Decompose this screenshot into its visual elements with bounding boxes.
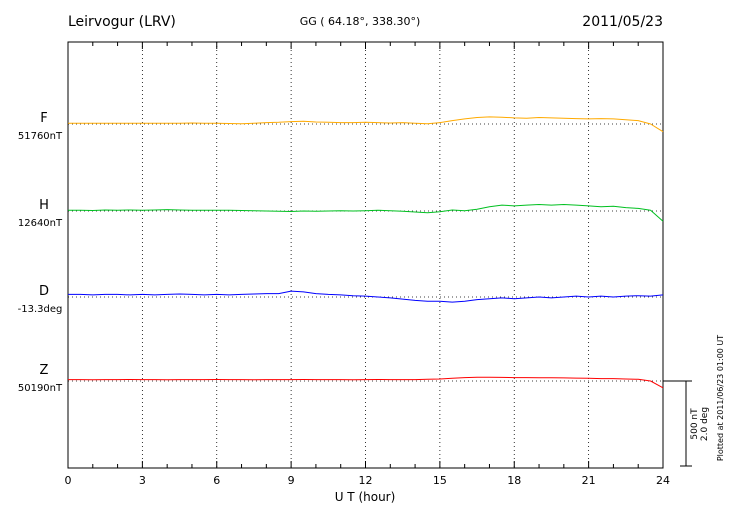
trace-Z bbox=[68, 376, 664, 389]
traces bbox=[67, 116, 664, 389]
x-axis-label: U T (hour) bbox=[335, 490, 396, 504]
x-tick-label: 6 bbox=[213, 474, 220, 487]
plotted-at-note: Plotted at 2011/06/23 01:00 UT bbox=[716, 335, 725, 461]
series-label-D: D bbox=[39, 284, 49, 299]
series-baseline-D: -13.3deg bbox=[18, 304, 63, 315]
x-tick-label: 9 bbox=[288, 474, 295, 487]
x-tick-label: 3 bbox=[139, 474, 146, 487]
x-tick-label: 0 bbox=[65, 474, 72, 487]
series-baseline-Z: 50190nT bbox=[18, 383, 63, 394]
axis-tick-labels: 0 3 6 9 12 15 18 21 24 bbox=[65, 474, 671, 487]
series-baseline-F: 51760nT bbox=[18, 131, 63, 142]
gg-coordinates: GG ( 64.18°, 338.30°) bbox=[300, 15, 421, 28]
x-tick-label: 12 bbox=[359, 474, 373, 487]
axis-ticks bbox=[67, 42, 664, 468]
series-label-Z: Z bbox=[40, 363, 49, 378]
plot-date: 2011/05/23 bbox=[582, 14, 663, 30]
series-label-F: F bbox=[40, 111, 47, 126]
trace-F bbox=[68, 116, 664, 133]
series-labels: F 51760nT H 12640nT D -13.3deg Z 50190nT bbox=[18, 111, 63, 394]
scale-bar: 500 nT 2.0 deg bbox=[663, 380, 710, 467]
x-tick-label: 18 bbox=[507, 474, 521, 487]
x-tick-label: 24 bbox=[656, 474, 670, 487]
series-label-H: H bbox=[39, 198, 49, 213]
scalebar-deg-label: 2.0 deg bbox=[700, 407, 710, 441]
trace-H bbox=[67, 204, 664, 222]
gridlines bbox=[141, 42, 590, 468]
x-tick-label: 21 bbox=[582, 474, 596, 487]
x-tick-label: 15 bbox=[433, 474, 447, 487]
scalebar-nt-label: 500 nT bbox=[690, 408, 700, 440]
series-baseline-H: 12640nT bbox=[18, 218, 63, 229]
station-title: Leirvogur (LRV) bbox=[68, 14, 176, 30]
trace-D bbox=[68, 290, 664, 303]
